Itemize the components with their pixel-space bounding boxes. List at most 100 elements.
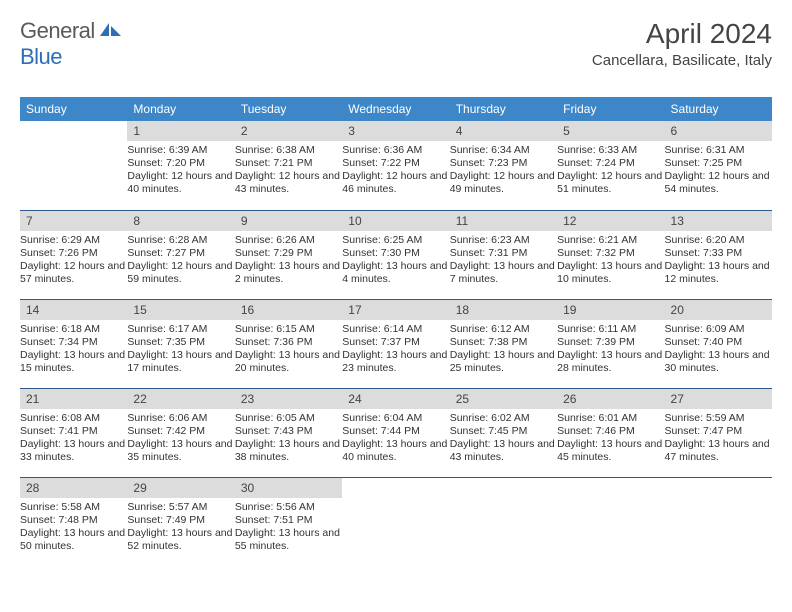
calendar-cell: 20 Sunrise: 6:09 AMSunset: 7:40 PMDayligh… xyxy=(665,299,772,387)
sun-info: Sunrise: 6:21 AMSunset: 7:32 PMDaylight:… xyxy=(557,234,664,287)
sunrise-text: Sunrise: 6:06 AM xyxy=(127,412,234,425)
sun-info: Sunrise: 6:08 AMSunset: 7:41 PMDaylight:… xyxy=(20,412,127,465)
sunset-text: Sunset: 7:22 PM xyxy=(342,157,449,170)
sun-info: Sunrise: 6:25 AMSunset: 7:30 PMDaylight:… xyxy=(342,234,449,287)
calendar-cell: 5Sunrise: 6:33 AMSunset: 7:24 PMDaylight… xyxy=(557,121,664,209)
calendar-cell xyxy=(20,121,127,209)
daylight-text: Daylight: 13 hours and 55 minutes. xyxy=(235,527,342,553)
calendar-cell: 18 Sunrise: 6:12 AMSunset: 7:38 PMDayligh… xyxy=(450,299,557,387)
sunset-text: Sunset: 7:46 PM xyxy=(557,425,664,438)
sunrise-text: Sunrise: 6:31 AM xyxy=(665,144,772,157)
sun-info: Sunrise: 6:33 AMSunset: 7:24 PMDaylight:… xyxy=(557,144,664,197)
brand-part2: Blue xyxy=(20,44,62,69)
sunrise-text: Sunrise: 6:21 AM xyxy=(557,234,664,247)
sunset-text: Sunset: 7:36 PM xyxy=(235,336,342,349)
daylight-text: Daylight: 13 hours and 40 minutes. xyxy=(342,438,449,464)
daylight-text: Daylight: 13 hours and 47 minutes. xyxy=(665,438,772,464)
sunrise-text: Sunrise: 6:39 AM xyxy=(127,144,234,157)
day-number: 18 xyxy=(450,300,557,320)
brand-part1: General xyxy=(20,18,95,44)
sunset-text: Sunset: 7:32 PM xyxy=(557,247,664,260)
calendar-week-row: 28 Sunrise: 5:58 AMSunset: 7:48 PMDayligh… xyxy=(20,477,772,565)
day-number: 16 xyxy=(235,300,342,320)
day-number: 24 xyxy=(342,389,449,409)
day-number: 11 xyxy=(450,211,557,231)
calendar-cell: 8Sunrise: 6:28 AMSunset: 7:27 PMDaylight… xyxy=(127,210,234,298)
sunset-text: Sunset: 7:40 PM xyxy=(665,336,772,349)
sun-info: Sunrise: 6:11 AMSunset: 7:39 PMDaylight:… xyxy=(557,323,664,376)
sun-info: Sunrise: 5:56 AMSunset: 7:51 PMDaylight:… xyxy=(235,501,342,554)
daylight-text: Daylight: 13 hours and 28 minutes. xyxy=(557,349,664,375)
sun-info: Sunrise: 6:34 AMSunset: 7:23 PMDaylight:… xyxy=(450,144,557,197)
day-number: 30 xyxy=(235,478,342,498)
daylight-text: Daylight: 13 hours and 10 minutes. xyxy=(557,260,664,286)
sun-info: Sunrise: 6:02 AMSunset: 7:45 PMDaylight:… xyxy=(450,412,557,465)
sunset-text: Sunset: 7:44 PM xyxy=(342,425,449,438)
sunset-text: Sunset: 7:41 PM xyxy=(20,425,127,438)
calendar-cell: 27Sunrise: 5:59 AMSunset: 7:47 PMDayligh… xyxy=(665,388,772,476)
sunset-text: Sunset: 7:39 PM xyxy=(557,336,664,349)
sunset-text: Sunset: 7:34 PM xyxy=(20,336,127,349)
sunset-text: Sunset: 7:25 PM xyxy=(665,157,772,170)
sunrise-text: Sunrise: 6:17 AM xyxy=(127,323,234,336)
calendar-cell: 14 Sunrise: 6:18 AMSunset: 7:34 PMDayligh… xyxy=(20,299,127,387)
calendar-cell: 2Sunrise: 6:38 AMSunset: 7:21 PMDaylight… xyxy=(235,121,342,209)
sunset-text: Sunset: 7:23 PM xyxy=(450,157,557,170)
sunrise-text: Sunrise: 6:11 AM xyxy=(557,323,664,336)
daylight-text: Daylight: 12 hours and 40 minutes. xyxy=(127,170,234,196)
sunrise-text: Sunrise: 6:26 AM xyxy=(235,234,342,247)
calendar-cell xyxy=(557,477,664,565)
brand-sail-icon xyxy=(98,21,122,39)
sun-info: Sunrise: 6:18 AMSunset: 7:34 PMDaylight:… xyxy=(20,323,127,376)
daylight-text: Daylight: 13 hours and 17 minutes. xyxy=(127,349,234,375)
day-number: 20 xyxy=(665,300,772,320)
daylight-text: Daylight: 13 hours and 33 minutes. xyxy=(20,438,127,464)
sunset-text: Sunset: 7:24 PM xyxy=(557,157,664,170)
daylight-text: Daylight: 12 hours and 57 minutes. xyxy=(20,260,127,286)
sun-info: Sunrise: 6:23 AMSunset: 7:31 PMDaylight:… xyxy=(450,234,557,287)
daylight-text: Daylight: 13 hours and 23 minutes. xyxy=(342,349,449,375)
sunset-text: Sunset: 7:33 PM xyxy=(665,247,772,260)
day-number: 6 xyxy=(665,121,772,141)
sun-info: Sunrise: 6:09 AMSunset: 7:40 PMDaylight:… xyxy=(665,323,772,376)
sun-info: Sunrise: 6:28 AMSunset: 7:27 PMDaylight:… xyxy=(127,234,234,287)
sunrise-text: Sunrise: 5:58 AM xyxy=(20,501,127,514)
sun-info: Sunrise: 5:58 AMSunset: 7:48 PMDaylight:… xyxy=(20,501,127,554)
daylight-text: Daylight: 13 hours and 25 minutes. xyxy=(450,349,557,375)
sunset-text: Sunset: 7:38 PM xyxy=(450,336,557,349)
calendar-cell: 26Sunrise: 6:01 AMSunset: 7:46 PMDayligh… xyxy=(557,388,664,476)
sunrise-text: Sunrise: 6:33 AM xyxy=(557,144,664,157)
calendar-cell: 6 Sunrise: 6:31 AMSunset: 7:25 PMDaylight… xyxy=(665,121,772,209)
calendar-cell: 10Sunrise: 6:25 AMSunset: 7:30 PMDayligh… xyxy=(342,210,449,298)
calendar-cell: 25Sunrise: 6:02 AMSunset: 7:45 PMDayligh… xyxy=(450,388,557,476)
daylight-text: Daylight: 13 hours and 35 minutes. xyxy=(127,438,234,464)
calendar-week-row: 1Sunrise: 6:39 AMSunset: 7:20 PMDaylight… xyxy=(20,121,772,209)
sunset-text: Sunset: 7:45 PM xyxy=(450,425,557,438)
day-number: 29 xyxy=(127,478,234,498)
daylight-text: Daylight: 12 hours and 54 minutes. xyxy=(665,170,772,196)
sunrise-text: Sunrise: 6:36 AM xyxy=(342,144,449,157)
day-number: 27 xyxy=(665,389,772,409)
sunset-text: Sunset: 7:35 PM xyxy=(127,336,234,349)
sunrise-text: Sunrise: 6:15 AM xyxy=(235,323,342,336)
daylight-text: Daylight: 12 hours and 51 minutes. xyxy=(557,170,664,196)
sunset-text: Sunset: 7:51 PM xyxy=(235,514,342,527)
day-number: 2 xyxy=(235,121,342,141)
sun-info: Sunrise: 5:57 AMSunset: 7:49 PMDaylight:… xyxy=(127,501,234,554)
sunrise-text: Sunrise: 6:12 AM xyxy=(450,323,557,336)
day-number: 21 xyxy=(20,389,127,409)
day-number: 17 xyxy=(342,300,449,320)
daylight-text: Daylight: 13 hours and 4 minutes. xyxy=(342,260,449,286)
calendar-cell: 16Sunrise: 6:15 AMSunset: 7:36 PMDayligh… xyxy=(235,299,342,387)
day-number: 19 xyxy=(557,300,664,320)
calendar-week-row: 21Sunrise: 6:08 AMSunset: 7:41 PMDayligh… xyxy=(20,388,772,476)
calendar-body: 1Sunrise: 6:39 AMSunset: 7:20 PMDaylight… xyxy=(20,121,772,565)
day-number: 14 xyxy=(20,300,127,320)
sunrise-text: Sunrise: 6:08 AM xyxy=(20,412,127,425)
header-right: April 2024 Cancellara, Basilicate, Italy xyxy=(592,18,772,69)
day-number: 28 xyxy=(20,478,127,498)
daylight-text: Daylight: 13 hours and 15 minutes. xyxy=(20,349,127,375)
day-number: 15 xyxy=(127,300,234,320)
daylight-text: Daylight: 12 hours and 43 minutes. xyxy=(235,170,342,196)
sunset-text: Sunset: 7:21 PM xyxy=(235,157,342,170)
